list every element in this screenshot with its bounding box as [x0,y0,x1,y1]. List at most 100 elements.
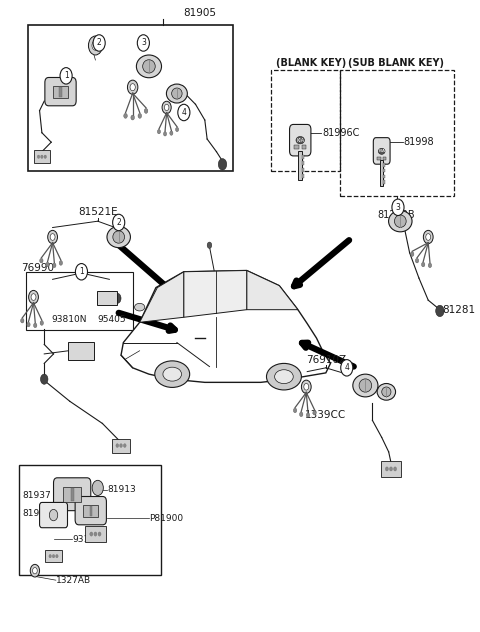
Bar [377,157,381,160]
Circle shape [46,262,49,267]
Circle shape [164,131,167,136]
Text: 4: 4 [344,363,349,372]
Ellipse shape [378,149,385,154]
Circle shape [49,554,51,558]
Bar [302,161,304,166]
FancyBboxPatch shape [54,478,91,511]
Circle shape [392,199,404,216]
Circle shape [114,293,121,303]
Circle shape [164,104,169,111]
Circle shape [44,155,47,159]
Circle shape [137,35,149,51]
Circle shape [40,374,48,384]
Text: 81913: 81913 [107,485,136,494]
Circle shape [94,532,97,536]
Circle shape [60,68,72,84]
Bar [34,150,50,163]
Bar [302,145,306,149]
Circle shape [48,230,58,244]
Text: (SUB BLANK KEY): (SUB BLANK KEY) [348,58,444,68]
Circle shape [52,554,55,558]
Circle shape [300,412,303,416]
Circle shape [162,101,171,114]
Ellipse shape [107,226,131,248]
Polygon shape [247,270,298,310]
Circle shape [304,384,309,390]
Circle shape [120,444,122,447]
Bar [28,25,233,171]
Bar [84,504,98,517]
Circle shape [306,413,310,417]
Circle shape [423,230,433,244]
Bar [383,175,384,178]
Circle shape [124,113,127,118]
Circle shape [128,80,138,94]
Bar [45,550,62,562]
Circle shape [341,360,353,376]
Text: 76990: 76990 [21,263,54,273]
Text: 81937: 81937 [23,491,51,500]
Circle shape [92,40,99,51]
Text: (BLANK KEY): (BLANK KEY) [276,58,346,68]
Circle shape [131,115,134,120]
Text: 81905: 81905 [184,8,216,18]
Circle shape [40,320,44,325]
Polygon shape [184,270,247,317]
Ellipse shape [113,231,125,243]
Circle shape [33,568,37,574]
Text: 93810N: 93810N [51,315,87,324]
Ellipse shape [163,367,181,381]
Circle shape [389,467,393,471]
Ellipse shape [134,303,145,311]
Bar [383,181,384,184]
Ellipse shape [155,361,190,387]
Bar [383,169,384,172]
Bar [302,155,304,159]
Bar [69,342,95,360]
Circle shape [31,294,36,300]
Bar [383,157,386,160]
Circle shape [385,467,388,471]
Text: 4: 4 [181,108,186,117]
Bar [85,526,106,542]
Circle shape [56,554,58,558]
Ellipse shape [377,384,396,400]
Text: KIA: KIA [378,149,385,154]
Ellipse shape [275,370,293,384]
Ellipse shape [172,88,182,99]
Circle shape [34,323,37,327]
Circle shape [50,234,55,240]
Circle shape [415,258,419,263]
Bar [19,465,161,575]
Bar [97,291,117,305]
Circle shape [29,290,38,304]
Circle shape [436,305,444,317]
Text: 1: 1 [64,71,69,80]
Circle shape [178,104,190,121]
Text: 81281: 81281 [442,305,475,315]
Circle shape [49,509,58,521]
FancyBboxPatch shape [289,125,311,156]
Bar [63,487,82,502]
Bar [90,506,92,516]
Bar [381,461,401,477]
Text: P81900: P81900 [149,514,183,523]
Text: 81998: 81998 [404,137,434,147]
Circle shape [130,83,135,91]
Text: 81250B: 81250B [378,210,415,220]
FancyBboxPatch shape [373,138,390,164]
Circle shape [92,480,103,495]
Circle shape [157,130,160,134]
Circle shape [428,263,432,267]
Text: 3: 3 [141,39,146,47]
Text: 3: 3 [396,203,400,212]
Circle shape [40,258,43,263]
Circle shape [53,263,56,267]
Circle shape [313,410,316,415]
FancyBboxPatch shape [45,78,76,106]
Circle shape [116,444,119,447]
Bar [299,151,302,179]
Circle shape [138,113,142,118]
Circle shape [421,262,425,267]
Circle shape [27,322,30,327]
